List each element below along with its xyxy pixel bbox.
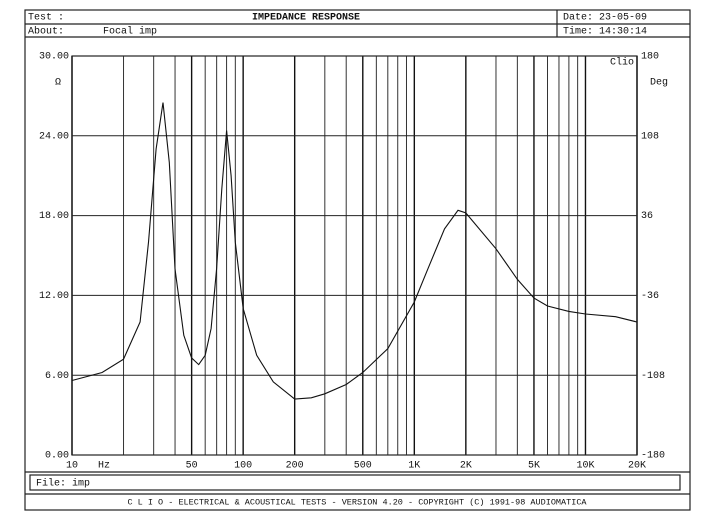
- y2-tick-label: 36: [641, 211, 653, 222]
- impedance-curve: [71, 102, 638, 400]
- y2-unit: Deg: [650, 78, 668, 89]
- y-tick-label: 6.00: [45, 371, 69, 382]
- plot-area: [71, 55, 638, 456]
- x-tick-label: 2K: [460, 461, 472, 472]
- y-tick-label: 30.00: [39, 52, 69, 63]
- y-tick-label: 12.00: [39, 291, 69, 302]
- x-unit: Hz: [98, 461, 110, 472]
- x-tick-label: 500: [354, 461, 372, 472]
- file-box: [29, 474, 681, 491]
- x-tick-label: 100: [234, 461, 252, 472]
- y-tick-label: 18.00: [39, 211, 69, 222]
- y2-tick-label: -108: [641, 371, 665, 382]
- test-label: Test :: [28, 13, 64, 24]
- y2-tick-label: -180: [641, 451, 665, 462]
- outer-frame: [24, 9, 691, 511]
- title: IMPEDANCE RESPONSE: [252, 13, 360, 24]
- date: Date: 23-05-09: [563, 13, 647, 24]
- brand: Clio: [610, 57, 634, 69]
- y2-tick-label: 180: [641, 52, 659, 63]
- about: Focal imp: [103, 26, 157, 38]
- x-tick-label: 20K: [628, 461, 646, 472]
- x-tick-label: 10: [66, 461, 78, 472]
- y2-tick-label: 108: [641, 131, 659, 142]
- x-tick-label: 1K: [408, 461, 420, 472]
- x-tick-label: 200: [286, 461, 304, 472]
- time: Time: 14:30:14: [563, 26, 647, 38]
- x-tick-label: 5K: [528, 461, 540, 472]
- y2-tick-label: -36: [641, 291, 659, 302]
- y-tick-label: 0.00: [45, 451, 69, 462]
- x-tick-label: 50: [186, 461, 198, 472]
- y-tick-label: 24.00: [39, 131, 69, 142]
- y-unit: Ω: [55, 78, 61, 89]
- about-label: About:: [28, 26, 64, 38]
- x-tick-label: 10K: [576, 461, 594, 472]
- file: File: imp: [36, 478, 90, 490]
- copyright: C L I O - ELECTRICAL & ACOUSTICAL TESTS …: [127, 497, 587, 507]
